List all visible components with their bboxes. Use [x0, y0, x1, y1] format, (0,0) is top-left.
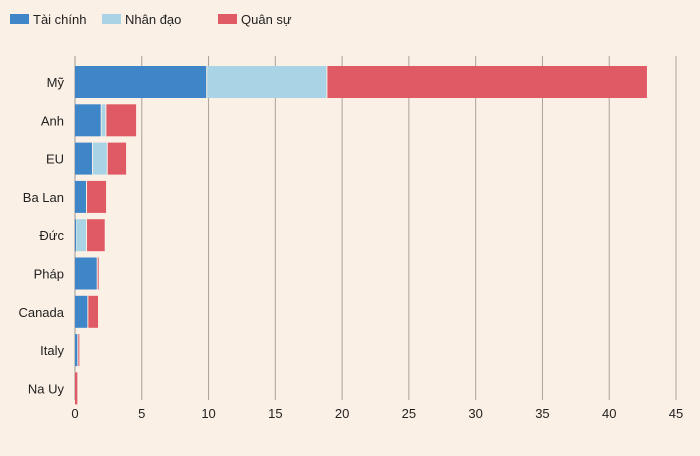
bar-quân-sự [88, 295, 99, 328]
y-category-label: EU [46, 152, 64, 167]
x-tick-label: 5 [138, 406, 145, 421]
x-tick-label: 25 [402, 406, 416, 421]
x-axis-labels: 0 5 10 15 20 25 30 35 40 45 [71, 406, 683, 421]
x-tick-label: 0 [71, 406, 78, 421]
bar-nhân-đạo [93, 142, 107, 175]
x-tick-label: 20 [335, 406, 349, 421]
bars [75, 66, 647, 405]
legend-swatch-2 [218, 14, 237, 24]
bar-tài-chính [75, 104, 101, 137]
legend-label: Quân sự [241, 12, 292, 27]
bar-quân-sự [97, 257, 99, 290]
bar-quân-sự [87, 219, 105, 252]
y-category-label: Canada [18, 305, 64, 320]
bar-quân-sự [87, 180, 107, 213]
bar-quân-sự [78, 334, 80, 367]
gridlines [74, 56, 677, 400]
bar-quân-sự [106, 104, 137, 137]
bar-tài-chính [75, 142, 93, 175]
legend-label: Nhân đạo [125, 12, 181, 27]
bar-tài-chính [75, 257, 97, 290]
bar-tài-chính [75, 180, 87, 213]
y-category-label: Na Uy [28, 381, 65, 396]
y-category-label: Italy [40, 343, 64, 358]
y-category-label: Pháp [34, 267, 64, 282]
bar-tài-chính [75, 66, 207, 98]
legend-swatch-0 [10, 14, 29, 24]
bar-quân-sự [327, 66, 647, 98]
x-tick-label: 30 [468, 406, 482, 421]
bar-nhân-đạo [76, 219, 87, 252]
bar-nhân-đạo [101, 104, 106, 137]
bar-quân-sự [107, 142, 127, 175]
legend: Tài chính Nhân đạo Quân sự [10, 12, 292, 27]
legend-label: Tài chính [33, 12, 86, 27]
y-category-label: Đức [39, 228, 64, 243]
x-tick-label: 10 [201, 406, 215, 421]
bar-tài-chính [75, 334, 78, 367]
x-tick-label: 40 [602, 406, 616, 421]
bar-nhân-đạo [207, 66, 327, 98]
bar-tài-chính [75, 219, 76, 252]
bar-tài-chính [75, 295, 88, 328]
x-tick-label: 15 [268, 406, 282, 421]
y-axis-labels: Mỹ Anh EU Ba Lan Đức Pháp Canada Italy Na Uy [18, 75, 64, 396]
y-category-label: Anh [41, 113, 64, 128]
x-tick-label: 35 [535, 406, 549, 421]
y-category-label: Mỹ [47, 75, 65, 90]
legend-swatch-1 [102, 14, 121, 24]
bar-quân-sự [75, 372, 78, 405]
y-category-label: Ba Lan [23, 190, 64, 205]
x-tick-label: 45 [669, 406, 683, 421]
